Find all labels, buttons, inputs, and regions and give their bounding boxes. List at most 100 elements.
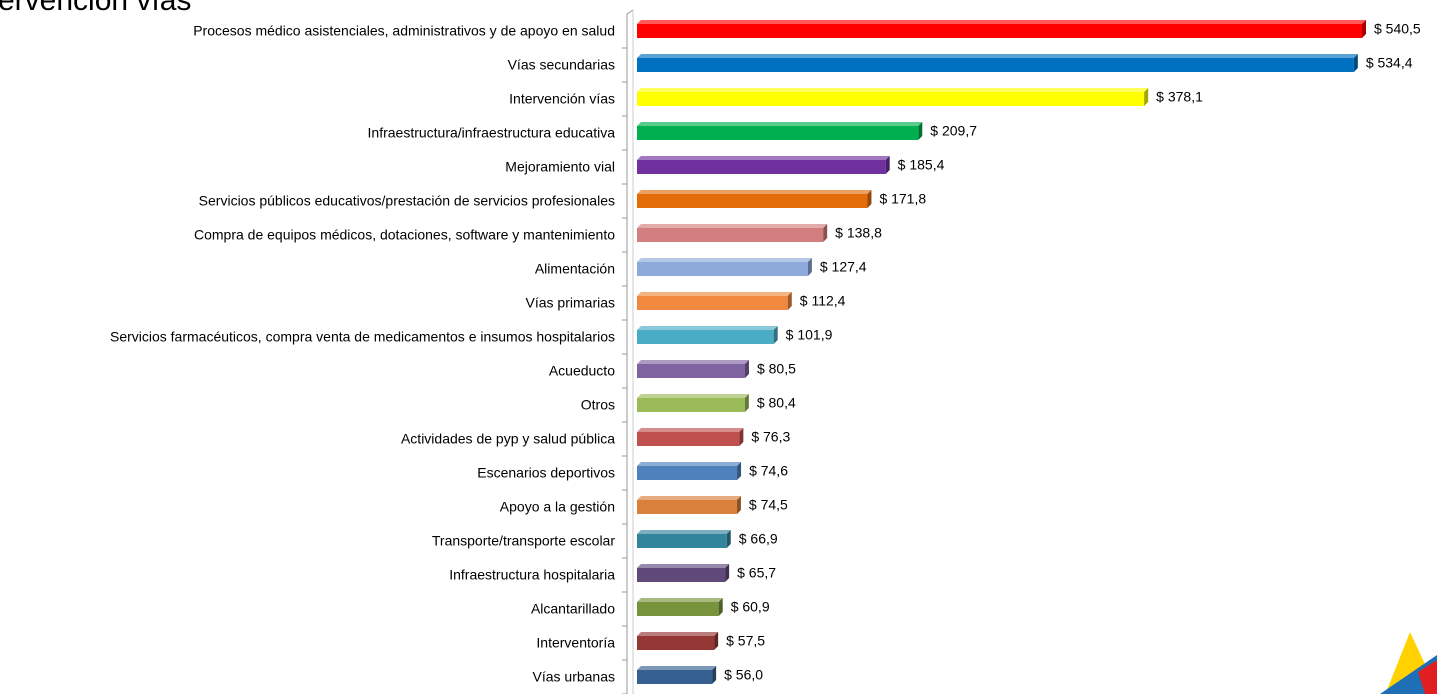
category-label: Otros: [581, 397, 615, 413]
bar-side: [773, 326, 778, 344]
category-label: Mejoramiento vial: [505, 159, 615, 175]
bar: [637, 228, 824, 242]
bar-top: [637, 564, 730, 568]
category-label: Apoyo a la gestión: [500, 499, 615, 515]
bar-side: [718, 598, 723, 616]
bar-side: [823, 224, 828, 242]
category-label: Vías primarias: [526, 295, 615, 311]
bar: [637, 466, 738, 480]
value-label: $ 74,6: [749, 463, 788, 479]
bar-top: [637, 20, 1366, 24]
value-label: $ 60,9: [731, 599, 770, 615]
bar: [637, 160, 886, 174]
category-label: Compra de equipos médicos, dotaciones, s…: [194, 227, 615, 243]
category-label: Intervención vías: [509, 91, 615, 107]
category-label: Infraestructura hospitalaria: [449, 567, 615, 583]
value-label: $ 57,5: [726, 633, 765, 649]
bar-side: [918, 122, 923, 140]
bar-top: [637, 666, 717, 670]
bar: [637, 262, 808, 276]
bar-top: [637, 190, 872, 194]
bar-side: [725, 564, 730, 582]
bar-top: [637, 530, 731, 534]
bar: [637, 398, 745, 412]
value-label: $ 80,5: [757, 361, 796, 377]
value-label: $ 112,4: [800, 293, 846, 309]
value-label: $ 171,8: [879, 191, 926, 207]
category-label: Vías urbanas: [533, 669, 616, 685]
value-label: $ 56,0: [724, 667, 763, 683]
category-label: Transporte/transporte escolar: [432, 533, 615, 549]
bar: [637, 636, 715, 650]
category-label: Escenarios deportivos: [477, 465, 615, 481]
value-label: $ 378,1: [1156, 89, 1203, 105]
category-label: Actividades de pyp y salud pública: [401, 431, 615, 447]
bar-top: [637, 258, 812, 262]
bar: [637, 24, 1362, 38]
bar-side: [744, 394, 749, 412]
category-label: Vías secundarias: [508, 57, 615, 73]
bar-side: [867, 190, 872, 208]
bar-top: [637, 88, 1149, 92]
value-label: $ 138,8: [835, 225, 882, 241]
bar-side: [1144, 88, 1149, 106]
bar-side: [1362, 20, 1366, 38]
bar-top: [637, 122, 923, 126]
bar-side: [737, 462, 742, 480]
bar: [637, 364, 745, 378]
bar-top: [637, 224, 828, 228]
chart-title: ervención vías: [0, 0, 191, 17]
bar-top: [637, 360, 749, 364]
bar-side: [726, 530, 731, 548]
bar: [637, 534, 727, 548]
value-label: $ 540,5: [1374, 21, 1421, 37]
bar-top: [637, 292, 792, 296]
value-label: $ 185,4: [898, 157, 945, 173]
bar-side: [787, 292, 792, 310]
value-label: $ 127,4: [820, 259, 867, 275]
bar-top: [637, 462, 742, 466]
bar: [637, 432, 740, 446]
bar-side: [807, 258, 812, 276]
bar: [637, 296, 788, 310]
bar-top: [637, 632, 719, 636]
value-label: $ 80,4: [757, 395, 796, 411]
bar-side: [714, 632, 719, 650]
category-label: Servicios farmacéuticos, compra venta de…: [110, 329, 615, 345]
bar: [637, 194, 868, 208]
value-label: $ 65,7: [737, 565, 776, 581]
bar: [637, 58, 1354, 72]
bar-top: [637, 598, 723, 602]
bar: [637, 500, 737, 514]
bar-top: [637, 156, 890, 160]
category-label: Servicios públicos educativos/prestación…: [199, 193, 615, 209]
category-label: Acueducto: [549, 363, 615, 379]
bar: [637, 92, 1145, 106]
bar-top: [637, 54, 1358, 58]
bar-side: [1353, 54, 1358, 72]
value-label: $ 74,5: [749, 497, 788, 513]
bar-side: [736, 496, 741, 514]
logo: [1380, 632, 1437, 694]
bar: [637, 126, 919, 140]
bar-top: [637, 496, 741, 500]
category-label: Infraestructura/infraestructura educativ…: [368, 125, 616, 141]
bar-side: [885, 156, 890, 174]
bar-side: [712, 666, 717, 684]
bar: [637, 602, 719, 616]
axis-line-3d: [626, 9, 634, 15]
bar-side: [739, 428, 744, 446]
bar-side: [744, 360, 749, 378]
bar: [637, 330, 774, 344]
value-label: $ 101,9: [786, 327, 833, 343]
value-label: $ 76,3: [751, 429, 790, 445]
value-label: $ 209,7: [930, 123, 977, 139]
bar-top: [637, 428, 744, 432]
value-label: $ 534,4: [1366, 55, 1413, 71]
category-label: Interventoría: [536, 635, 615, 651]
bar-top: [637, 394, 749, 398]
category-label: Alimentación: [535, 261, 615, 277]
category-label: Procesos médico asistenciales, administr…: [193, 23, 615, 39]
